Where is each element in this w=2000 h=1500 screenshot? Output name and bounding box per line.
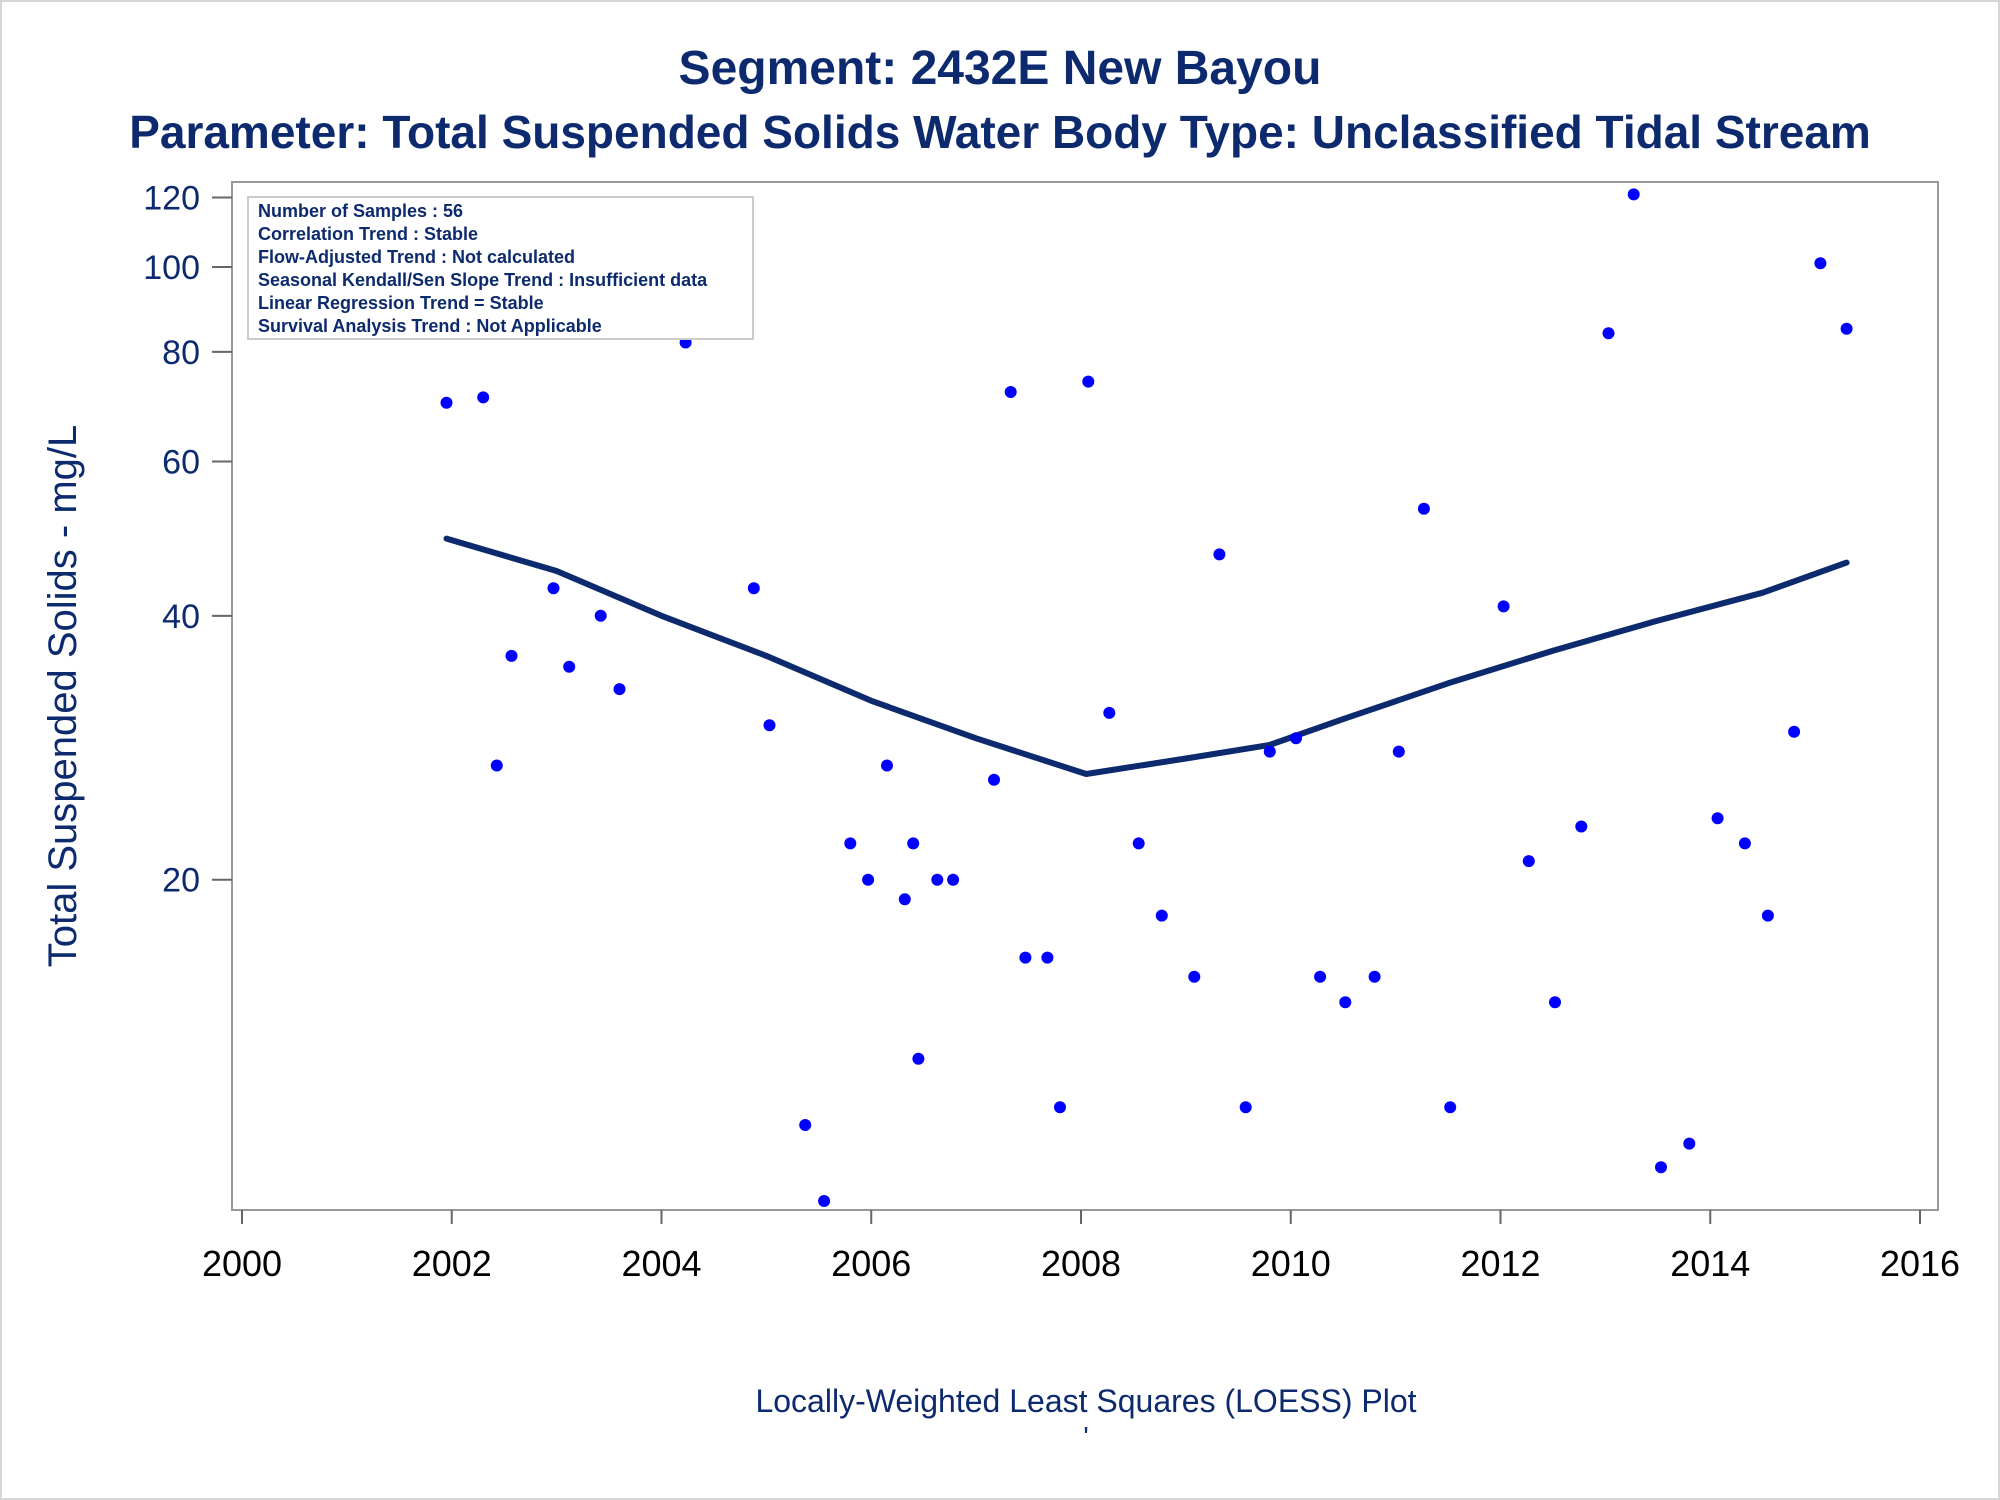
data-point bbox=[1041, 951, 1054, 964]
data-point bbox=[1444, 1101, 1457, 1114]
points-layer bbox=[440, 188, 1853, 1207]
data-point bbox=[1814, 257, 1827, 270]
data-point bbox=[988, 773, 1000, 786]
data-point bbox=[1290, 732, 1302, 745]
data-point bbox=[1549, 996, 1561, 1009]
data-point bbox=[477, 391, 490, 404]
data-point bbox=[862, 873, 875, 886]
stats-line-survival: Survival Analysis Trend : Not Applicable bbox=[258, 316, 602, 336]
data-point bbox=[931, 873, 944, 886]
data-point bbox=[1314, 970, 1327, 983]
y-tick-label: 60 bbox=[162, 443, 200, 481]
x-tick-label: 2008 bbox=[1041, 1243, 1121, 1284]
data-point bbox=[799, 1119, 812, 1131]
data-point bbox=[1417, 502, 1430, 515]
data-point bbox=[1132, 837, 1145, 850]
data-point bbox=[1602, 327, 1615, 340]
stats-line-correlation: Correlation Trend : Stable bbox=[258, 224, 478, 244]
data-point bbox=[594, 609, 607, 622]
y-tick-label: 120 bbox=[143, 180, 200, 218]
chart-subtitle: Parameter: Total Suspended Solids Water … bbox=[129, 106, 1871, 158]
data-point bbox=[1788, 725, 1801, 738]
stats-line-seasonal-kendall: Seasonal Kendall/Sen Slope Trend : Insuf… bbox=[258, 270, 708, 290]
data-point bbox=[898, 893, 911, 906]
data-point bbox=[1738, 837, 1751, 850]
y-tick-label: 100 bbox=[143, 249, 200, 287]
data-point bbox=[1103, 706, 1116, 719]
data-point bbox=[1054, 1101, 1066, 1114]
data-point bbox=[1188, 970, 1201, 983]
stats-line-linear-regression: Linear Regression Trend = Stable bbox=[258, 293, 544, 313]
data-point bbox=[1213, 548, 1226, 561]
data-point bbox=[1711, 812, 1724, 825]
y-axis-label: Total Suspended Solids - mg/L bbox=[41, 425, 85, 968]
data-point bbox=[1840, 322, 1853, 335]
x-tick-label: 2016 bbox=[1880, 1243, 1960, 1284]
data-point bbox=[1575, 820, 1588, 833]
y-axis: 20 40 60 80 100 120 bbox=[143, 180, 232, 900]
data-point bbox=[912, 1052, 925, 1065]
y-tick-label: 40 bbox=[162, 598, 200, 636]
data-point bbox=[818, 1195, 831, 1207]
x-tick-label: 2010 bbox=[1251, 1243, 1331, 1284]
data-point bbox=[1655, 1161, 1667, 1174]
data-point bbox=[747, 582, 760, 595]
footer-caption: Locally-Weighted Least Squares (LOESS) P… bbox=[755, 1383, 1416, 1419]
data-point bbox=[1004, 386, 1017, 398]
data-point bbox=[1497, 600, 1510, 613]
data-point bbox=[1522, 855, 1535, 868]
stats-box-frame bbox=[247, 196, 754, 340]
stats-box: Number of Samples : 56 Correlation Trend… bbox=[247, 196, 754, 340]
footer-mark: ' bbox=[1083, 1421, 1088, 1452]
data-point bbox=[1239, 1101, 1252, 1114]
data-point bbox=[613, 683, 626, 696]
stats-line-samples: Number of Samples : 56 bbox=[258, 201, 463, 221]
y-tick-label: 80 bbox=[162, 334, 200, 372]
data-point bbox=[1627, 188, 1640, 201]
data-point bbox=[1368, 970, 1381, 983]
x-tick-label: 2004 bbox=[621, 1243, 701, 1284]
data-point bbox=[1392, 745, 1405, 758]
stats-line-flow-adjusted: Flow-Adjusted Trend : Not calculated bbox=[258, 247, 575, 267]
data-point bbox=[440, 396, 453, 409]
data-point bbox=[1019, 951, 1032, 964]
loess-curve bbox=[443, 535, 1850, 777]
data-point bbox=[763, 719, 776, 732]
data-point bbox=[1155, 909, 1168, 922]
plot-area bbox=[231, 181, 1939, 1211]
data-point bbox=[844, 837, 857, 850]
y-tick-label: 20 bbox=[162, 862, 200, 900]
data-point bbox=[490, 759, 503, 772]
data-point bbox=[563, 660, 576, 673]
data-point bbox=[1339, 996, 1352, 1009]
x-tick-label: 2002 bbox=[412, 1243, 492, 1284]
x-tick-label: 2014 bbox=[1670, 1243, 1750, 1284]
x-axis: 2000 2002 2004 2006 2008 2010 2012 2014 2016 bbox=[202, 1210, 1960, 1284]
loess-layer bbox=[443, 535, 1850, 777]
chart-title: Segment: 2432E New Bayou bbox=[679, 42, 1322, 95]
data-point bbox=[547, 582, 560, 595]
data-point bbox=[881, 759, 893, 772]
data-point bbox=[1263, 745, 1276, 758]
x-tick-label: 2012 bbox=[1460, 1243, 1540, 1284]
data-point bbox=[505, 649, 518, 662]
x-tick-label: 2000 bbox=[202, 1243, 282, 1284]
data-point bbox=[1761, 909, 1774, 922]
x-tick-label: 2006 bbox=[831, 1243, 911, 1284]
data-point bbox=[1683, 1137, 1696, 1150]
data-point bbox=[1082, 375, 1095, 388]
data-point bbox=[947, 873, 960, 886]
data-point bbox=[907, 837, 920, 850]
